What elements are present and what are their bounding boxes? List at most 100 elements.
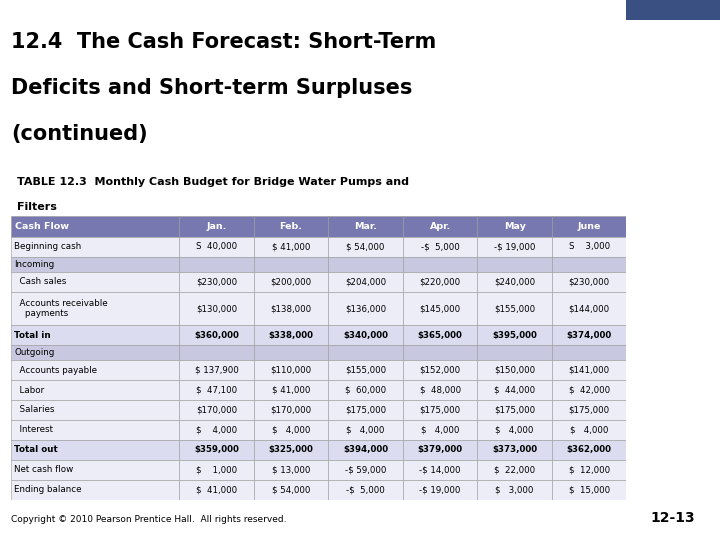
Bar xyxy=(477,440,552,460)
Text: $220,000: $220,000 xyxy=(420,277,461,286)
Text: $175,000: $175,000 xyxy=(494,406,535,415)
Text: $240,000: $240,000 xyxy=(494,277,535,286)
Bar xyxy=(552,400,626,420)
Bar xyxy=(179,420,254,440)
Text: $230,000: $230,000 xyxy=(569,277,610,286)
Bar xyxy=(254,237,328,257)
Bar xyxy=(179,380,254,400)
Bar xyxy=(403,326,477,345)
Bar xyxy=(11,460,179,480)
Text: $ 13,000: $ 13,000 xyxy=(272,465,310,474)
Text: $204,000: $204,000 xyxy=(345,277,386,286)
Bar xyxy=(254,216,328,237)
Bar xyxy=(11,272,179,292)
Bar xyxy=(254,400,328,420)
Text: $136,000: $136,000 xyxy=(345,304,386,313)
Text: $  12,000: $ 12,000 xyxy=(569,465,610,474)
Bar xyxy=(328,480,403,500)
Text: $   4,000: $ 4,000 xyxy=(421,426,459,434)
Text: $152,000: $152,000 xyxy=(420,366,461,375)
Bar xyxy=(328,440,403,460)
Bar xyxy=(403,440,477,460)
Text: $ 41,000: $ 41,000 xyxy=(272,242,310,251)
Text: -$  5,000: -$ 5,000 xyxy=(420,242,459,251)
Bar xyxy=(11,237,179,257)
Bar xyxy=(328,216,403,237)
Bar xyxy=(254,272,328,292)
Text: $175,000: $175,000 xyxy=(420,406,461,415)
Bar xyxy=(477,272,552,292)
Bar xyxy=(552,345,626,360)
Bar xyxy=(328,400,403,420)
Bar xyxy=(552,480,626,500)
Text: $155,000: $155,000 xyxy=(494,304,535,313)
Text: $   4,000: $ 4,000 xyxy=(346,426,384,434)
Text: S    3,000: S 3,000 xyxy=(569,242,610,251)
Text: $ 137,900: $ 137,900 xyxy=(194,366,238,375)
Text: $  41,000: $ 41,000 xyxy=(196,485,237,494)
Bar xyxy=(328,380,403,400)
Bar xyxy=(179,272,254,292)
Text: S  40,000: S 40,000 xyxy=(196,242,237,251)
Text: Accounts payable: Accounts payable xyxy=(14,366,97,375)
Bar xyxy=(477,257,552,272)
Bar xyxy=(403,272,477,292)
Text: (continued): (continued) xyxy=(11,124,148,144)
Bar xyxy=(328,326,403,345)
Bar xyxy=(477,360,552,380)
Text: $359,000: $359,000 xyxy=(194,446,239,454)
Text: $130,000: $130,000 xyxy=(196,304,237,313)
Bar xyxy=(403,237,477,257)
Text: Mar.: Mar. xyxy=(354,222,377,231)
Text: $200,000: $200,000 xyxy=(271,277,312,286)
Text: Salaries: Salaries xyxy=(14,406,55,415)
Text: Copyright © 2010 Pearson Prentice Hall.  All rights reserved.: Copyright © 2010 Pearson Prentice Hall. … xyxy=(11,515,287,524)
Bar xyxy=(477,216,552,237)
Text: Net cash flow: Net cash flow xyxy=(14,465,73,474)
Bar xyxy=(552,360,626,380)
Bar xyxy=(179,292,254,326)
Bar xyxy=(552,237,626,257)
Bar xyxy=(254,292,328,326)
Bar xyxy=(552,257,626,272)
Text: Incoming: Incoming xyxy=(14,260,54,269)
Text: Total in: Total in xyxy=(14,331,50,340)
Bar xyxy=(11,420,179,440)
Bar xyxy=(477,460,552,480)
Text: $  22,000: $ 22,000 xyxy=(494,465,535,474)
Text: $   4,000: $ 4,000 xyxy=(272,426,310,434)
Bar xyxy=(328,345,403,360)
Bar xyxy=(403,400,477,420)
Text: $  60,000: $ 60,000 xyxy=(345,386,386,395)
Text: -$ 19,000: -$ 19,000 xyxy=(420,485,461,494)
Text: -$ 14,000: -$ 14,000 xyxy=(419,465,461,474)
Bar xyxy=(552,216,626,237)
Text: $ 54,000: $ 54,000 xyxy=(272,485,310,494)
Text: Labor: Labor xyxy=(14,386,45,395)
Text: $   4,000: $ 4,000 xyxy=(570,426,608,434)
Bar xyxy=(254,420,328,440)
Bar xyxy=(179,216,254,237)
Text: $144,000: $144,000 xyxy=(569,304,610,313)
Bar xyxy=(552,420,626,440)
Bar xyxy=(477,237,552,257)
Bar xyxy=(552,380,626,400)
Text: Outgoing: Outgoing xyxy=(14,348,55,357)
Bar xyxy=(11,292,179,326)
Bar xyxy=(477,400,552,420)
Text: Ending balance: Ending balance xyxy=(14,485,81,494)
Bar xyxy=(403,380,477,400)
Bar xyxy=(11,400,179,420)
Text: $138,000: $138,000 xyxy=(271,304,312,313)
Text: $110,000: $110,000 xyxy=(271,366,312,375)
Bar xyxy=(477,480,552,500)
Bar xyxy=(403,345,477,360)
Bar xyxy=(254,460,328,480)
Bar xyxy=(179,460,254,480)
Text: $394,000: $394,000 xyxy=(343,446,388,454)
Text: -$ 59,000: -$ 59,000 xyxy=(345,465,386,474)
Text: $170,000: $170,000 xyxy=(196,406,237,415)
Bar xyxy=(179,257,254,272)
Text: Filters: Filters xyxy=(17,202,57,212)
Bar xyxy=(477,420,552,440)
